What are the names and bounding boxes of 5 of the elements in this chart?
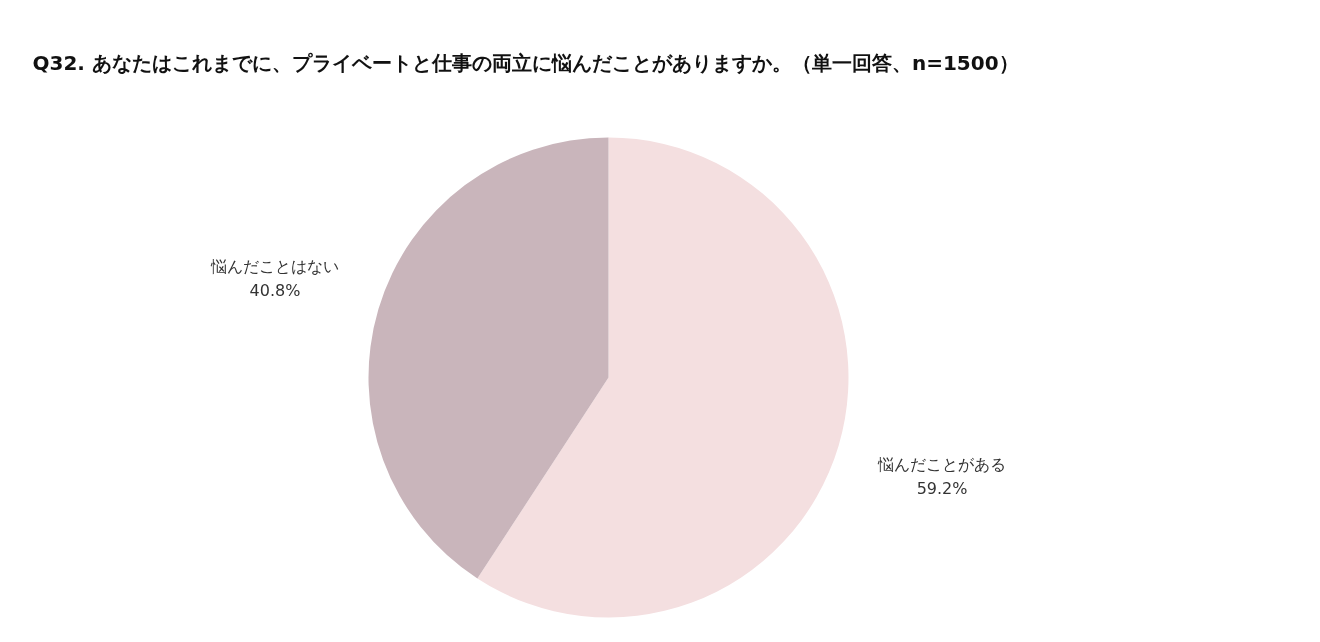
slice-label: 悩んだことはない <box>209 256 339 276</box>
chart-title: Q32. あなたはこれまでに、プライベートと仕事の両立に悩んだことがありますか。（単一回答、n=1500） <box>32 50 1019 75</box>
slice-label: 悩んだことがある <box>877 455 1007 475</box>
data-label: 40.8% <box>249 280 301 300</box>
data-label: 59.2% <box>916 479 968 499</box>
